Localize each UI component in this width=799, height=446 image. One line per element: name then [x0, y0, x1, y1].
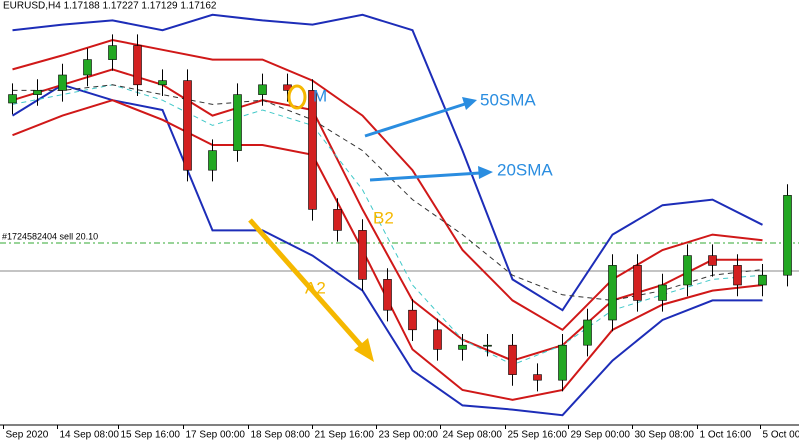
candle-body — [8, 94, 17, 104]
candle-body — [433, 329, 442, 350]
candle-body — [258, 84, 267, 95]
chart-title: EURUSD,H4 1.17188 1.17227 1.17129 1.1716… — [3, 1, 217, 12]
annotation: M — [313, 86, 327, 105]
x-tick-label: 17 Sep 00:00 — [186, 430, 246, 441]
candle-body — [733, 265, 742, 286]
candle-body — [458, 344, 467, 350]
candle-body — [358, 230, 367, 280]
candle-body — [533, 374, 542, 381]
indicator-line — [11, 83, 763, 417]
candle-body — [683, 255, 692, 286]
candle-body — [758, 274, 767, 286]
annotation: B2 — [373, 208, 394, 227]
x-tick-label: 29 Sep 00:00 — [571, 430, 631, 441]
arrow-head — [354, 338, 374, 362]
candle-body — [158, 80, 167, 86]
arrow-head — [478, 166, 493, 179]
candle-body — [658, 284, 667, 301]
annotation: 50SMA — [480, 90, 536, 109]
x-tick-label: Sep 2020 — [6, 430, 49, 441]
candle-body — [558, 344, 567, 381]
level-label: #1724582404 sell 20.10 — [2, 231, 98, 241]
candle-body — [708, 255, 717, 266]
arrow — [248, 218, 367, 352]
candle-body — [608, 265, 617, 321]
annotation: 20SMA — [497, 160, 553, 179]
candle-body — [58, 74, 67, 91]
x-tick-label: 23 Sep 00:00 — [379, 430, 439, 441]
candle-body — [508, 344, 517, 375]
arrow-head — [462, 97, 477, 110]
candle-body — [208, 150, 217, 171]
arrow — [364, 102, 466, 138]
x-tick-label: 24 Sep 08:00 — [443, 430, 503, 441]
candle-body — [83, 59, 92, 76]
x-tick-label: 25 Sep 16:00 — [508, 430, 568, 441]
marker-circle — [287, 84, 307, 110]
candle-body — [383, 279, 392, 311]
candle-body — [583, 319, 592, 346]
candle-body — [183, 80, 192, 171]
candle-body — [333, 209, 342, 231]
x-tick-label: 14 Sep 08:00 — [60, 430, 120, 441]
candle-body — [133, 45, 142, 86]
candle-body — [483, 344, 492, 347]
candle-body — [33, 90, 42, 95]
x-tick-label: 30 Sep 08:00 — [635, 430, 695, 441]
candle-body — [233, 94, 242, 151]
candle-body — [408, 309, 417, 331]
annotation: A2 — [305, 278, 326, 297]
indicator-line — [12, 13, 763, 312]
x-tick-label: 21 Sep 16:00 — [315, 430, 375, 441]
candle-body — [783, 195, 792, 276]
arrow — [369, 171, 481, 182]
candle-body — [633, 265, 642, 301]
x-tick-label: 1 Oct 16:00 — [700, 430, 752, 441]
indicator-line — [12, 84, 763, 301]
candle-body — [308, 90, 317, 210]
plot: #1724582404 sell 20.10 — [0, 13, 799, 417]
x-tick-label: 5 Oct 00:00 — [763, 430, 799, 441]
x-tick-label: 18 Sep 08:00 — [251, 430, 311, 441]
candle-body — [108, 45, 117, 60]
x-tick-label: 15 Sep 16:00 — [121, 430, 181, 441]
